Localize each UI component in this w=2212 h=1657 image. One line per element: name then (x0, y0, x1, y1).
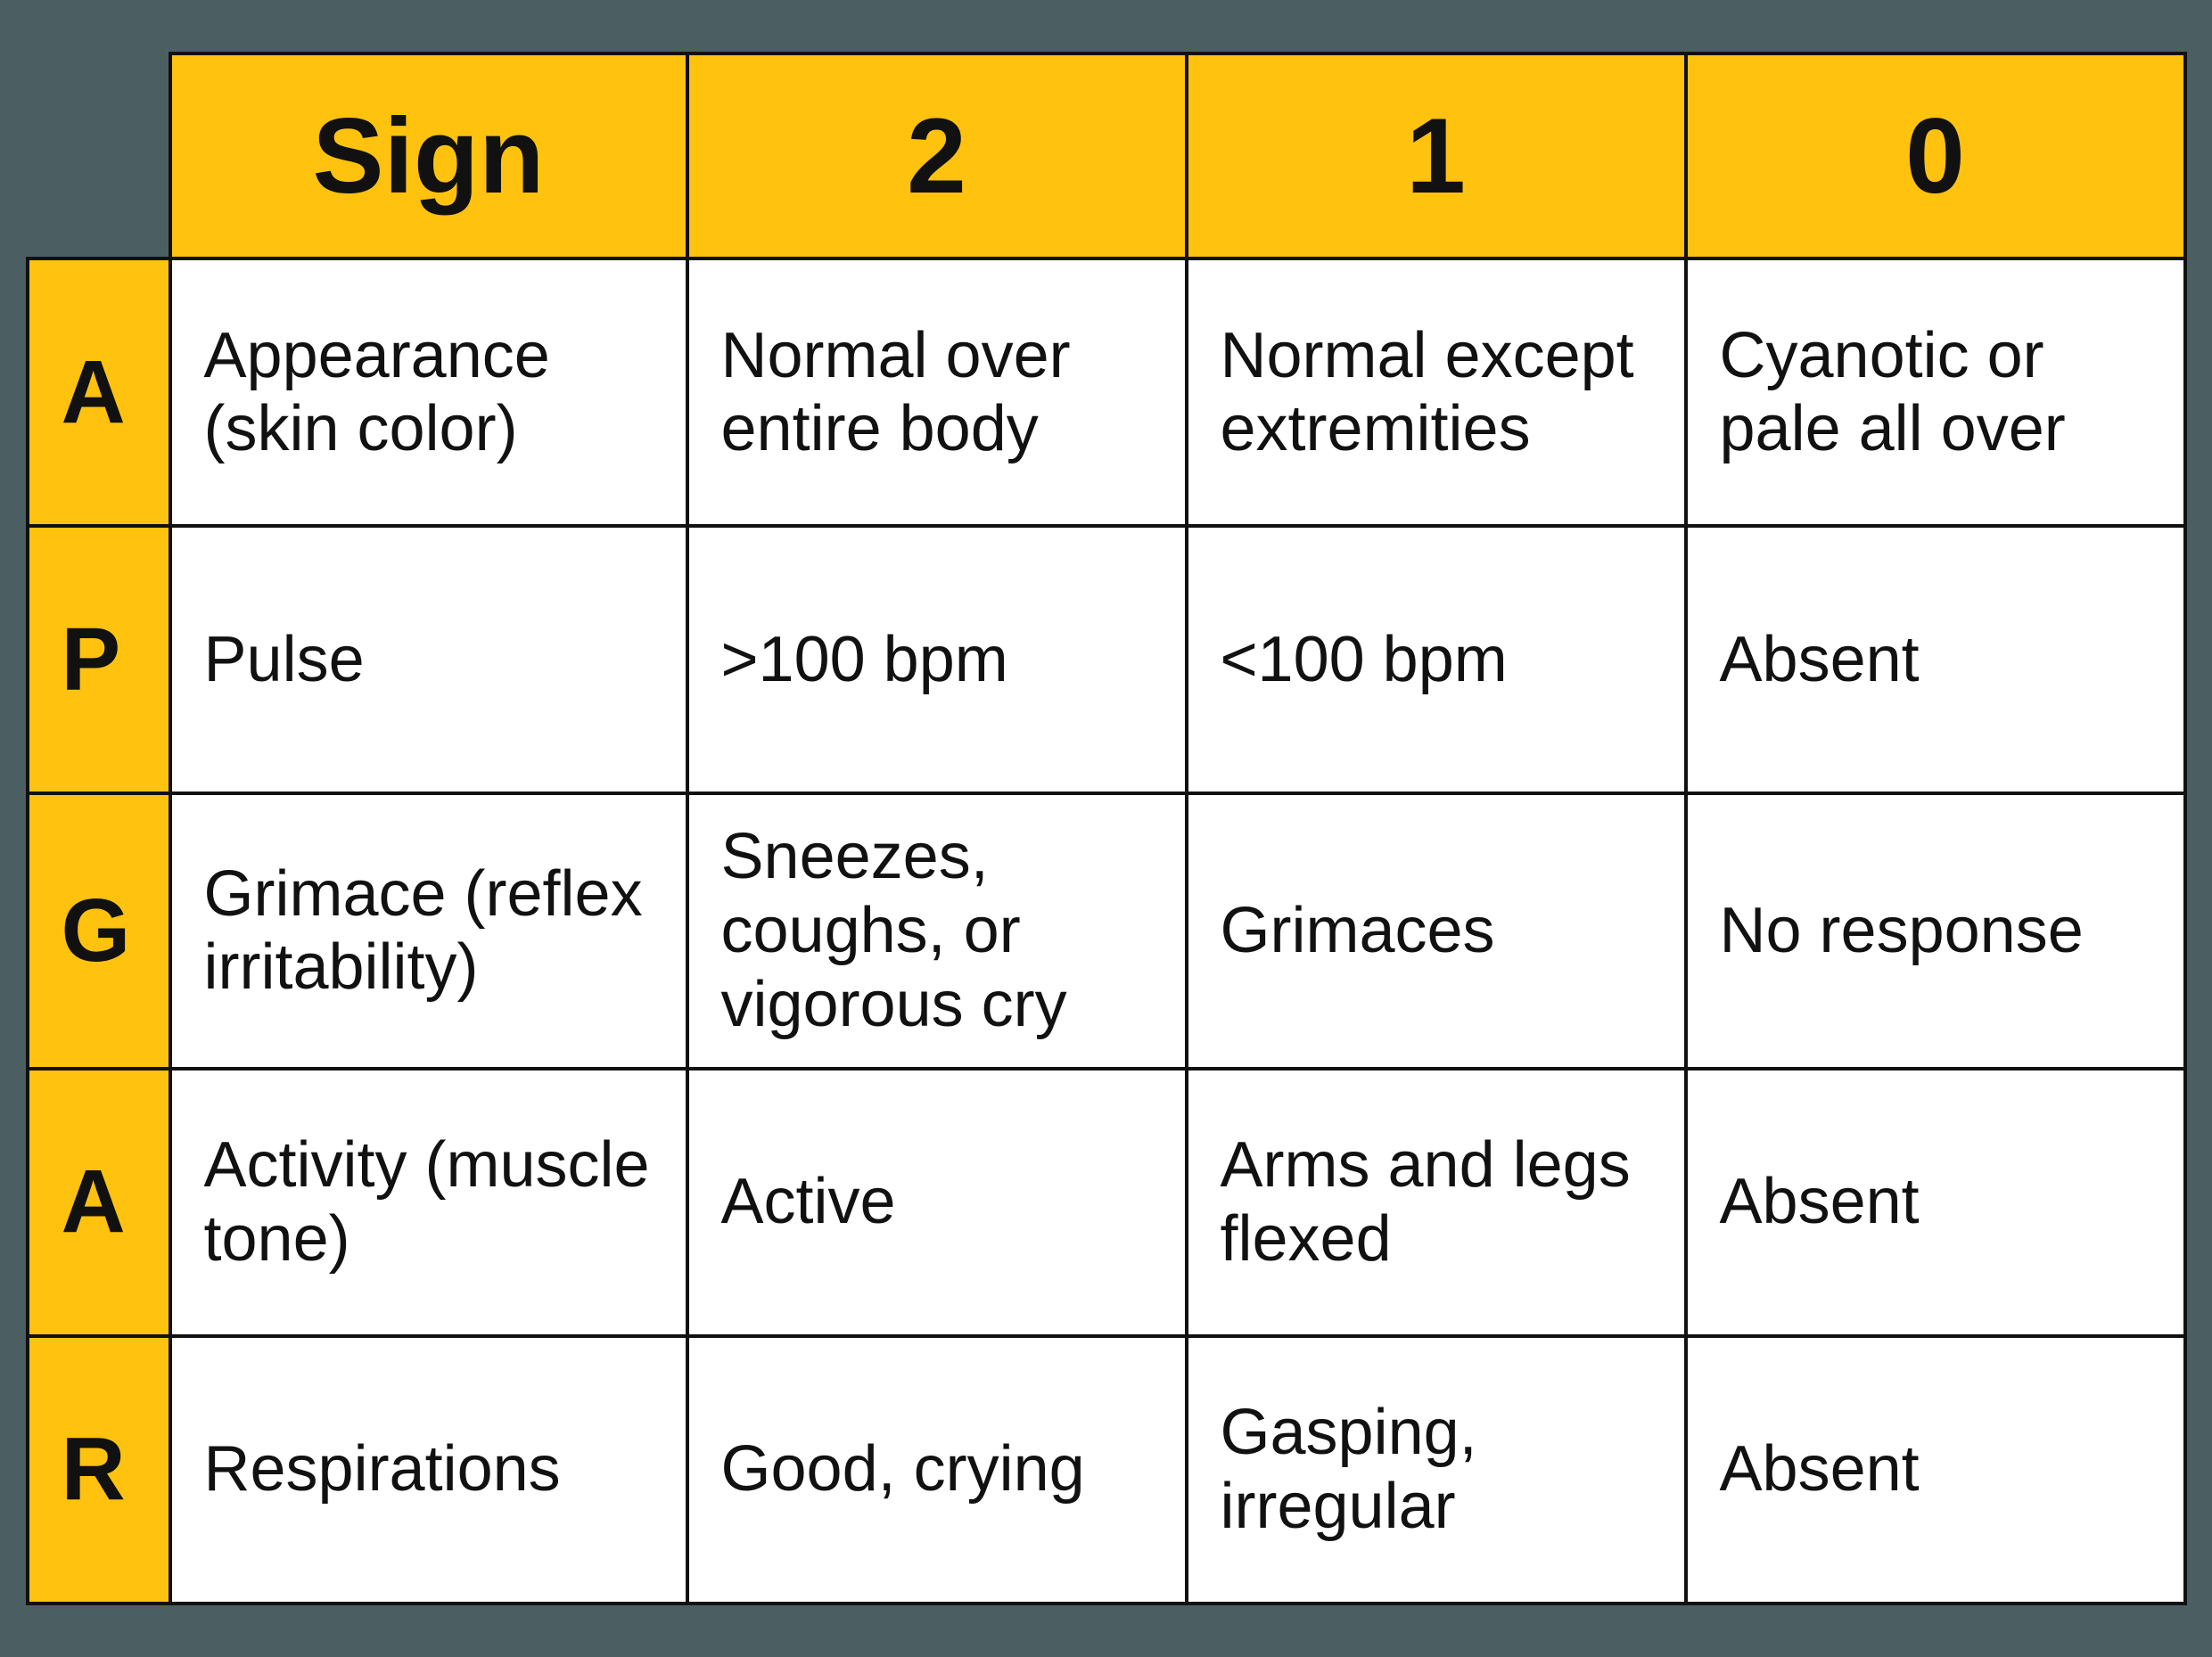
cell-sign: Activity (muscle tone) (170, 1069, 687, 1336)
cell-score2: Good, crying (687, 1336, 1187, 1604)
col-header-score0: 0 (1686, 53, 2185, 258)
row-letter: G (28, 793, 170, 1068)
table-header-row: Sign 2 1 0 (28, 53, 2185, 258)
table-row: G Grimace (reflex irritability) Sneezes,… (28, 793, 2185, 1068)
cell-score0: Absent (1686, 1069, 2185, 1336)
cell-score0: Absent (1686, 1336, 2185, 1604)
row-letter: A (28, 258, 170, 526)
cell-score0: Cyanotic or pale all over (1686, 258, 2185, 526)
row-letter: P (28, 526, 170, 793)
cell-score2: Active (687, 1069, 1187, 1336)
cell-score2: Normal over entire body (687, 258, 1187, 526)
cell-score1: Gasping, irregular (1187, 1336, 1686, 1604)
cell-score2: Sneezes, coughs, or vigorous cry (687, 793, 1187, 1068)
cell-score1: Arms and legs flexed (1187, 1069, 1686, 1336)
cell-sign: Appearance (skin color) (170, 258, 687, 526)
table-row: P Pulse >100 bpm <100 bpm Absent (28, 526, 2185, 793)
corner-cell (28, 53, 170, 258)
cell-score1: Grimaces (1187, 793, 1686, 1068)
table-row: A Appearance (skin color) Normal over en… (28, 258, 2185, 526)
cell-score0: Absent (1686, 526, 2185, 793)
cell-score0: No response (1686, 793, 2185, 1068)
cell-score2: >100 bpm (687, 526, 1187, 793)
page-canvas: Sign 2 1 0 A Appearance (skin color) Nor… (0, 0, 2212, 1657)
cell-score1: Normal except extremities (1187, 258, 1686, 526)
cell-sign: Grimace (reflex irritability) (170, 793, 687, 1068)
cell-sign: Respirations (170, 1336, 687, 1604)
table-row: A Activity (muscle tone) Active Arms and… (28, 1069, 2185, 1336)
col-header-score1: 1 (1187, 53, 1686, 258)
row-letter: R (28, 1336, 170, 1604)
row-letter: A (28, 1069, 170, 1336)
apgar-table: Sign 2 1 0 A Appearance (skin color) Nor… (26, 52, 2187, 1604)
cell-score1: <100 bpm (1187, 526, 1686, 793)
col-header-sign: Sign (170, 53, 687, 258)
cell-sign: Pulse (170, 526, 687, 793)
table-row: R Respirations Good, crying Gasping, irr… (28, 1336, 2185, 1604)
col-header-score2: 2 (687, 53, 1187, 258)
